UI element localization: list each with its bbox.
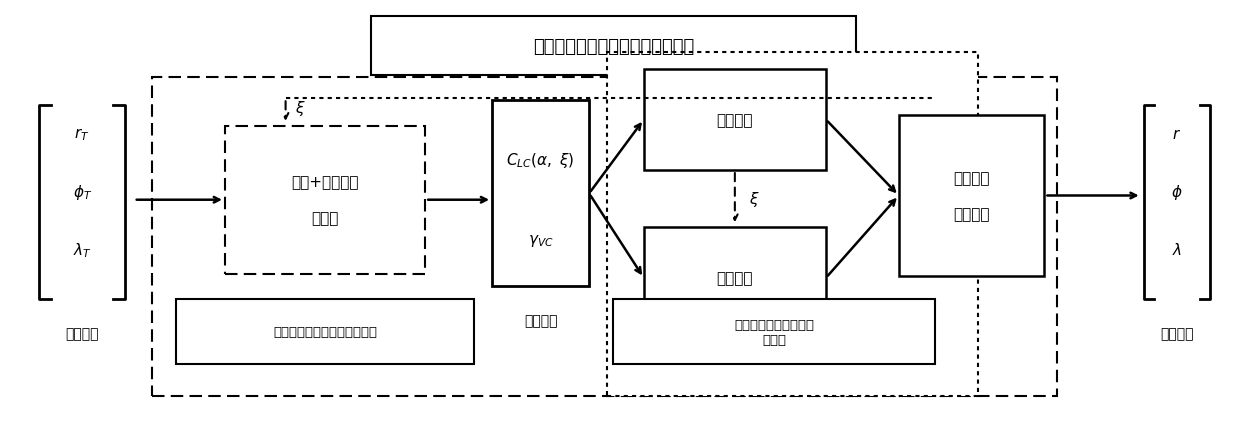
Bar (607, 53, 978, 396)
Text: 变形控制: 变形控制 (716, 113, 753, 128)
Bar (644, 227, 826, 329)
Text: $C_{LC}(\alpha,\ \xi)$: $C_{LC}(\alpha,\ \xi)$ (507, 151, 575, 170)
Text: $\xi$: $\xi$ (750, 190, 760, 209)
Bar (176, 299, 473, 365)
Text: 目标输出: 目标输出 (1160, 326, 1193, 340)
Text: $\phi_T$: $\phi_T$ (73, 183, 92, 202)
Bar (152, 78, 1057, 396)
Bar (492, 101, 589, 287)
Text: 力学模型: 力学模型 (953, 206, 990, 221)
Text: $\lambda_T$: $\lambda_T$ (73, 241, 92, 259)
Bar (224, 126, 425, 274)
Text: 外环：实现对飞行轨迹的控制: 外环：实现对飞行轨迹的控制 (273, 326, 377, 338)
Text: 制导、姿态控制、变形一体化设计: 制导、姿态控制、变形一体化设计 (533, 37, 694, 55)
Text: 飞行器动: 飞行器动 (953, 171, 990, 186)
Text: $\gamma_{VC}$: $\gamma_{VC}$ (528, 232, 554, 248)
Bar (644, 70, 826, 171)
Text: 目标输入: 目标输入 (66, 326, 99, 340)
Bar (370, 17, 856, 76)
Text: $r_T$: $r_T$ (74, 126, 90, 143)
Text: 航程+方位误差: 航程+方位误差 (291, 175, 359, 190)
Text: $\xi$: $\xi$ (295, 99, 306, 118)
Text: $r$: $r$ (1172, 127, 1181, 142)
Text: 姿态控制: 姿态控制 (716, 271, 753, 286)
Text: 内环：完成对制导指令
的跟踪: 内环：完成对制导指令 的跟踪 (735, 318, 814, 346)
Text: 制导律: 制导律 (311, 211, 338, 226)
Text: $\phi$: $\phi$ (1171, 183, 1182, 202)
Text: 控制指令: 控制指令 (524, 313, 558, 327)
Text: $\lambda$: $\lambda$ (1172, 242, 1182, 258)
Bar (898, 116, 1044, 276)
Bar (613, 299, 935, 365)
